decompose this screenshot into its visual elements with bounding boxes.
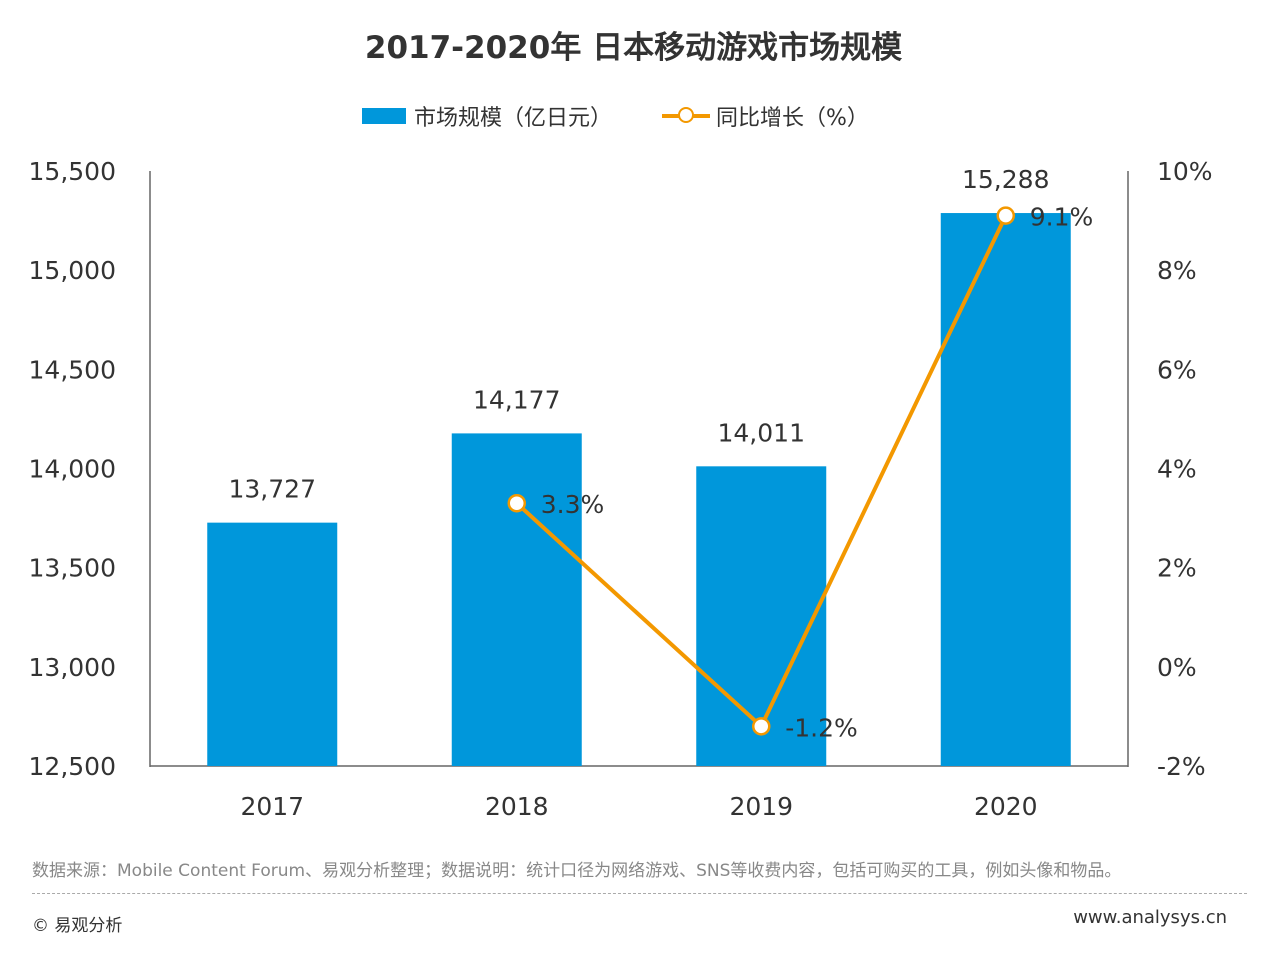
growth-point [752,717,771,736]
legend: 市场规模（亿日元） 同比增长（%） [362,100,869,132]
x-tick-label: 2020 [974,792,1038,821]
growth-data-label: -1.2% [785,713,858,742]
bar [696,466,827,766]
website: www.analysys.cn [1073,907,1227,928]
bar [940,213,1071,767]
left-tick-label: 14,000 [29,455,116,484]
x-tick-label: 2017 [240,792,304,821]
copyright: © 易观分析 [32,916,123,936]
source-note: 数据来源：Mobile Content Forum、易观分析整理；数据说明：统计… [32,861,1122,881]
growth-point [996,206,1015,225]
growth-data-label: 9.1% [1030,203,1094,232]
left-tick-label: 13,000 [29,653,116,682]
legend-bar-label: 市场规模（亿日元） [414,106,613,131]
growth-point [507,493,526,513]
x-tick-label: 2018 [485,792,549,821]
right-tick-label: 0% [1157,653,1197,682]
bar-data-label: 13,727 [229,475,316,504]
chart-title: 2017-2020年 日本移动游戏市场规模 [364,30,903,66]
bar-data-label: 15,288 [962,165,1049,194]
bar-data-label: 14,177 [473,385,560,414]
bar [451,433,582,766]
right-tick-label: 10% [1157,157,1213,186]
right-tick-label: 4% [1157,455,1197,484]
legend-line-swatch [662,107,711,123]
growth-data-label: 3.3% [541,490,605,519]
bar-data-label: 14,011 [718,418,805,447]
left-tick-label: 15,000 [29,256,116,285]
left-tick-label: 13,500 [29,554,116,583]
divider [32,893,1247,894]
x-tick-label: 2019 [729,792,793,821]
left-tick-label: 14,500 [29,355,116,384]
right-tick-label: 6% [1157,355,1197,384]
right-tick-label: 8% [1157,256,1197,285]
right-tick-label: 2% [1157,554,1197,583]
legend-bar-swatch [362,108,406,124]
left-tick-label: 15,500 [29,157,116,186]
bar [207,522,338,766]
left-tick-label: 12,500 [29,752,116,781]
legend-line-label: 同比增长（%） [716,106,869,131]
right-tick-label: -2% [1157,752,1206,781]
